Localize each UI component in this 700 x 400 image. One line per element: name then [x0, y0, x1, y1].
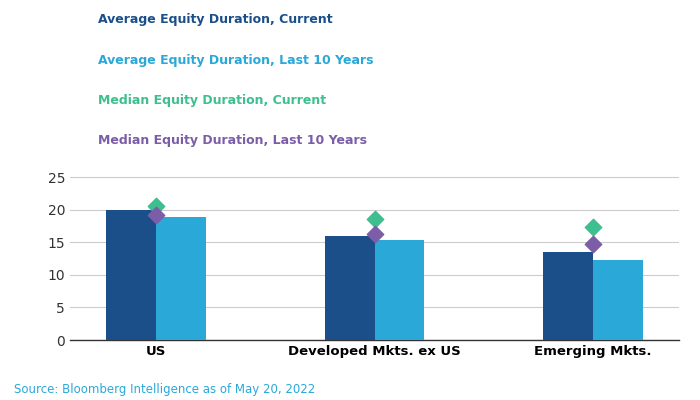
Text: Average Equity Duration, Last 10 Years: Average Equity Duration, Last 10 Years — [98, 54, 374, 67]
Point — [150, 212, 162, 218]
Point — [587, 224, 598, 230]
Text: Median Equity Duration, Current: Median Equity Duration, Current — [98, 94, 326, 107]
Point — [369, 216, 380, 223]
Bar — [106, 210, 156, 340]
Bar — [374, 240, 424, 340]
Point — [150, 203, 162, 210]
Bar — [593, 260, 643, 340]
Point — [587, 240, 598, 247]
Text: Source: Bloomberg Intelligence as of May 20, 2022: Source: Bloomberg Intelligence as of May… — [14, 383, 315, 396]
Bar — [325, 236, 374, 340]
Point — [369, 230, 380, 237]
Bar — [156, 218, 206, 340]
Text: Median Equity Duration, Last 10 Years: Median Equity Duration, Last 10 Years — [98, 134, 367, 148]
Bar — [543, 252, 593, 340]
Text: Average Equity Duration, Current: Average Equity Duration, Current — [98, 14, 332, 26]
